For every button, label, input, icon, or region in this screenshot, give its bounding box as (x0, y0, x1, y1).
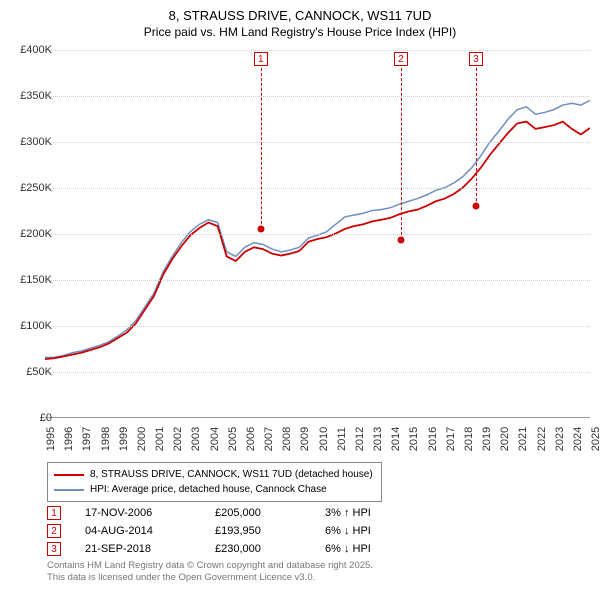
x-axis-label: 2014 (390, 427, 402, 451)
x-axis-label: 1995 (45, 427, 57, 451)
chart-title-address: 8, STRAUSS DRIVE, CANNOCK, WS11 7UD (0, 8, 600, 23)
legend-label-hpi: HPI: Average price, detached house, Cann… (90, 482, 327, 497)
gridline (45, 326, 590, 327)
chart-marker-box: 2 (394, 52, 408, 66)
chart-marker-dot (472, 203, 479, 210)
x-axis-label: 2016 (427, 427, 439, 451)
x-axis-label: 2019 (481, 427, 493, 451)
chart-legend: 8, STRAUSS DRIVE, CANNOCK, WS11 7UD (det… (47, 462, 382, 502)
footer-copyright: Contains HM Land Registry data © Crown c… (47, 560, 373, 572)
x-axis-label: 2003 (190, 427, 202, 451)
plot-area: 1995199619971998199920002001200220032004… (45, 50, 590, 418)
legend-row: HPI: Average price, detached house, Cann… (54, 482, 373, 497)
chart-marker-box: 3 (469, 52, 483, 66)
x-axis-label: 2012 (354, 427, 366, 451)
sale-row: 2 04-AUG-2014£193,9506% ↓ HPI (47, 522, 415, 540)
y-axis-label: £0 (40, 412, 52, 424)
sale-price: £205,000 (215, 507, 325, 519)
house-price-chart: 8, STRAUSS DRIVE, CANNOCK, WS11 7UD Pric… (0, 0, 600, 590)
x-axis-label: 2010 (318, 427, 330, 451)
legend-swatch-hpi (54, 489, 84, 491)
x-axis-label: 2022 (536, 427, 548, 451)
x-axis-label: 1997 (81, 427, 93, 451)
x-axis-label: 2001 (154, 427, 166, 451)
gridline (45, 372, 590, 373)
y-axis-label: £300K (20, 136, 52, 148)
x-axis-label: 2015 (408, 427, 420, 451)
y-axis-label: £150K (20, 274, 52, 286)
gridline (45, 280, 590, 281)
chart-marker-line (261, 68, 262, 229)
x-axis-label: 2025 (590, 427, 600, 451)
y-axis-label: £50K (26, 366, 52, 378)
x-axis-label: 2002 (172, 427, 184, 451)
x-axis-label: 2000 (136, 427, 148, 451)
x-axis-label: 2009 (299, 427, 311, 451)
legend-label-property: 8, STRAUSS DRIVE, CANNOCK, WS11 7UD (det… (90, 467, 373, 482)
gridline (45, 234, 590, 235)
sale-row: 1 17-NOV-2006£205,0003% ↑ HPI (47, 504, 415, 522)
sale-marker-number: 2 (47, 524, 61, 538)
x-axis-label: 1999 (118, 427, 130, 451)
x-axis-label: 1998 (100, 427, 112, 451)
x-axis-label: 2004 (209, 427, 221, 451)
series-line (45, 100, 590, 357)
x-axis-label: 2007 (263, 427, 275, 451)
legend-row: 8, STRAUSS DRIVE, CANNOCK, WS11 7UD (det… (54, 467, 373, 482)
sale-date: 04-AUG-2014 (85, 525, 215, 537)
gridline (45, 142, 590, 143)
x-axis-label: 2013 (372, 427, 384, 451)
x-axis-label: 2017 (445, 427, 457, 451)
x-axis-label: 2006 (245, 427, 257, 451)
gridline (45, 96, 590, 97)
sale-vs-hpi: 6% ↓ HPI (325, 525, 415, 537)
sale-date: 21-SEP-2018 (85, 543, 215, 555)
legend-swatch-property (54, 474, 84, 476)
x-axis-label: 2005 (227, 427, 239, 451)
series-line (45, 122, 590, 360)
chart-title-subtitle: Price paid vs. HM Land Registry's House … (0, 25, 600, 39)
x-axis-label: 2024 (572, 427, 584, 451)
sale-date: 17-NOV-2006 (85, 507, 215, 519)
gridline (45, 50, 590, 51)
y-axis-label: £100K (20, 320, 52, 332)
footer-license: This data is licensed under the Open Gov… (47, 572, 373, 584)
x-axis-label: 2018 (463, 427, 475, 451)
x-axis-label: 2023 (554, 427, 566, 451)
chart-footer: Contains HM Land Registry data © Crown c… (47, 560, 373, 584)
y-axis-label: £400K (20, 44, 52, 56)
chart-marker-dot (397, 236, 404, 243)
chart-title-block: 8, STRAUSS DRIVE, CANNOCK, WS11 7UD Pric… (0, 0, 600, 39)
chart-marker-box: 1 (254, 52, 268, 66)
y-axis-label: £200K (20, 228, 52, 240)
y-axis-label: £350K (20, 90, 52, 102)
x-axis-label: 2008 (281, 427, 293, 451)
sales-table: 1 17-NOV-2006£205,0003% ↑ HPI 2 04-AUG-2014… (47, 504, 415, 558)
y-axis-label: £250K (20, 182, 52, 194)
chart-marker-dot (257, 226, 264, 233)
sale-vs-hpi: 6% ↓ HPI (325, 543, 415, 555)
x-axis-label: 2011 (336, 427, 348, 451)
sale-marker-number: 3 (47, 542, 61, 556)
sale-price: £193,950 (215, 525, 325, 537)
chart-marker-line (476, 68, 477, 206)
sale-row: 3 21-SEP-2018£230,0006% ↓ HPI (47, 540, 415, 558)
gridline (45, 188, 590, 189)
x-axis-label: 2020 (499, 427, 511, 451)
x-axis-label: 2021 (517, 427, 529, 451)
chart-marker-line (401, 68, 402, 240)
sale-vs-hpi: 3% ↑ HPI (325, 507, 415, 519)
sale-marker-number: 1 (47, 506, 61, 520)
x-axis-label: 1996 (63, 427, 75, 451)
sale-price: £230,000 (215, 543, 325, 555)
